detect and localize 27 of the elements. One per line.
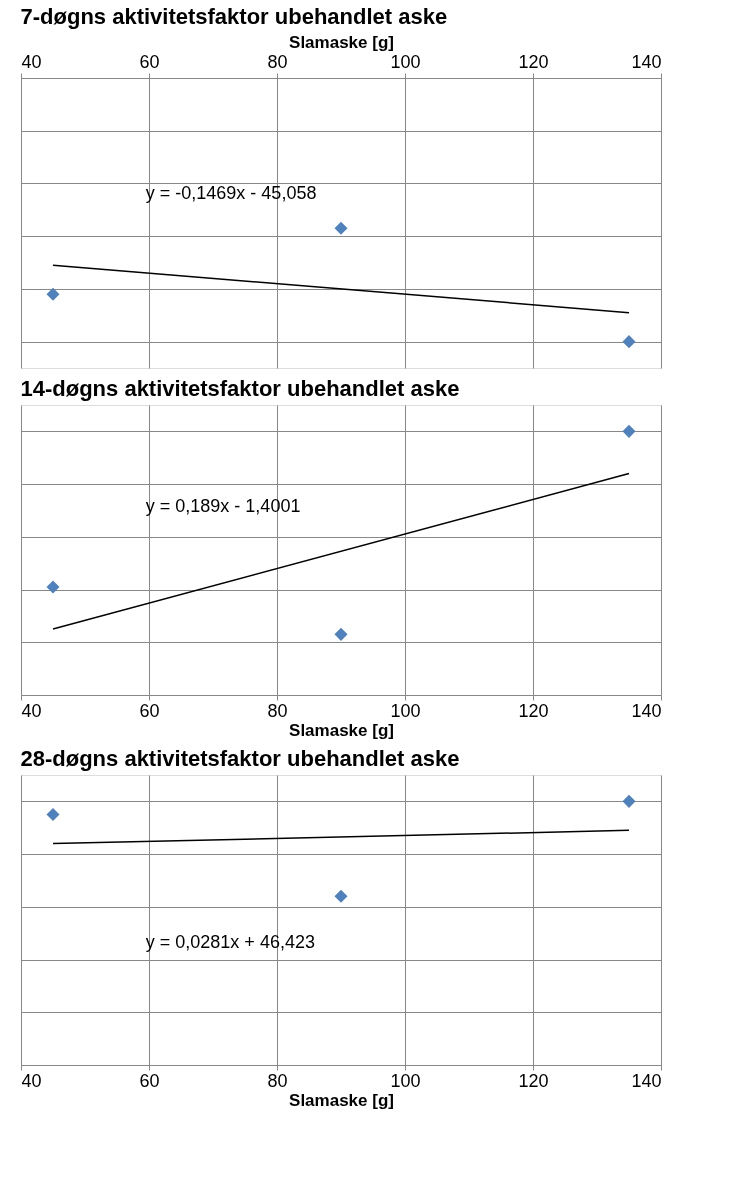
x-axis-title: Slamaske [g] <box>289 32 394 52</box>
x-tick-label: 120 <box>518 1070 549 1091</box>
chart-title: 14-døgns aktivitetsfaktor ubehandlet aske <box>20 376 460 401</box>
x-tick-label: 60 <box>139 51 160 72</box>
x-tick-label: 80 <box>267 700 288 721</box>
x-axis-title: Slamaske [g] <box>289 1090 394 1110</box>
x-tick-label: 100 <box>390 51 421 72</box>
annotation: y = 0,189x - 1,4001 <box>145 495 301 516</box>
x-tick-label: 100 <box>390 700 421 721</box>
annotation: y = 0,0281x + 46,423 <box>145 932 315 953</box>
x-tick-label: 80 <box>267 51 288 72</box>
x-tick-label: 40 <box>21 700 42 721</box>
x-tick-label: 120 <box>518 51 549 72</box>
x-axis-title: Slamaske [g] <box>289 720 394 740</box>
x-tick-label: 120 <box>518 700 549 721</box>
chart-title: 28-døgns aktivitetsfaktor ubehandlet aske <box>20 746 460 771</box>
x-tick-label: 40 <box>21 51 42 72</box>
x-tick-label: 80 <box>267 1070 288 1091</box>
x-tick-label: 140 <box>631 51 662 72</box>
x-tick-label: 140 <box>631 700 662 721</box>
x-tick-label: 140 <box>631 1070 662 1091</box>
chart-title: 7-døgns aktivitetsfaktor ubehandlet aske <box>20 4 448 29</box>
x-tick-label: 40 <box>21 1070 42 1091</box>
annotation: y = -0,1469x - 45,058 <box>145 183 317 203</box>
x-tick-label: 60 <box>139 700 160 721</box>
x-tick-label: 100 <box>390 1070 421 1091</box>
x-tick-label: 60 <box>139 1070 160 1091</box>
